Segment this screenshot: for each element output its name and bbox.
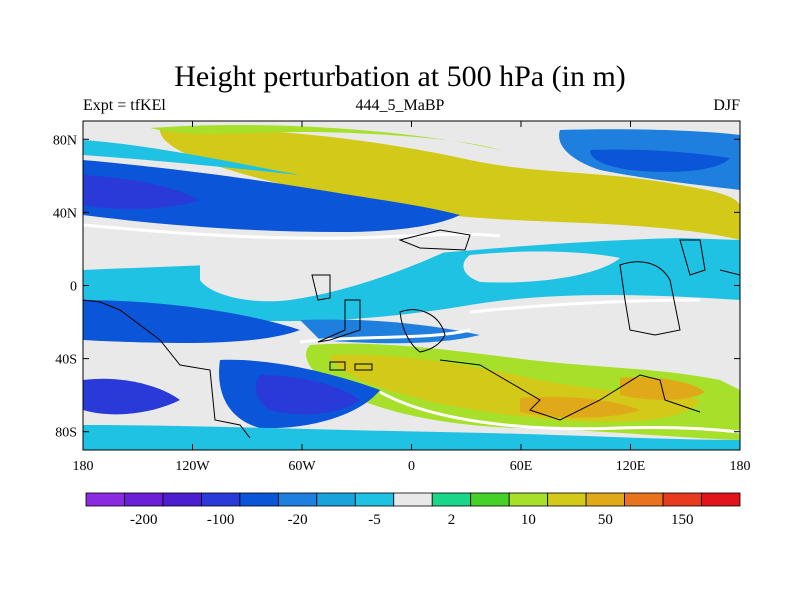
colorbar-label: -20 <box>288 512 308 528</box>
colorbar-swatch <box>585 492 625 507</box>
x-tick-label: 180 <box>730 459 751 474</box>
band-north-positive <box>160 129 740 240</box>
colorbar-swatch <box>662 492 702 507</box>
y-tick-label: 40N <box>53 206 77 221</box>
run-id-label: 444_5_MaBP <box>355 97 445 114</box>
band-north-west-negative <box>83 160 460 232</box>
x-tick-label: 60W <box>288 459 316 474</box>
colorbar-swatch <box>124 492 164 507</box>
colorbar-label: -200 <box>130 512 158 528</box>
y-tick-label: 80N <box>53 133 77 148</box>
colorbar-swatch <box>316 492 356 507</box>
zero-contour-line <box>83 223 740 434</box>
x-axis: 180 120W 60W 0 60E 120E 180 <box>73 121 751 474</box>
colorbar-swatch <box>85 492 125 507</box>
figure-title: Height perturbation at 500 hPa (in m) <box>174 60 626 93</box>
coast-island-2 <box>354 363 373 371</box>
season-label: DJF <box>713 97 740 114</box>
x-tick-label: 60E <box>510 459 533 474</box>
coast-pacific <box>679 239 706 276</box>
band-south-west-negative <box>83 300 300 343</box>
x-tick-label: 0 <box>408 459 415 474</box>
colorbar-swatch <box>162 492 202 507</box>
colorbar-label: 150 <box>671 512 694 528</box>
colorbar-label: 2 <box>448 512 456 528</box>
colorbar-swatch <box>701 492 741 507</box>
coast-asia <box>398 229 471 251</box>
coastlines <box>83 229 740 439</box>
coast-central <box>317 299 361 343</box>
coast-south-east <box>719 269 740 276</box>
colorbar-swatch <box>431 492 472 507</box>
y-tick-label: 0 <box>70 280 77 295</box>
coast-east-asia <box>619 261 681 336</box>
colorbar-swatch <box>508 492 549 507</box>
band-north-west-deep-negative <box>83 175 200 210</box>
colorbar-swatch <box>470 492 510 507</box>
colorbar-swatch <box>201 492 241 507</box>
band-north-east-deep-negative <box>590 149 730 172</box>
coast-island <box>329 361 346 371</box>
colorbar-swatch <box>277 492 318 507</box>
colorbar-label: 10 <box>521 512 536 528</box>
colorbar: -200 -100 -20 -5 2 10 50 150 <box>85 492 741 528</box>
coast-antarctica <box>83 299 701 439</box>
band-south-positive-orange <box>520 396 640 418</box>
colorbar-swatch <box>354 492 395 507</box>
experiment-label: Expt = tfKEl <box>83 97 166 114</box>
band-equator-east-grey <box>463 251 620 283</box>
colorbar-label: 50 <box>598 512 613 528</box>
y-tick-label: 40S <box>55 353 77 368</box>
coast-south-america <box>399 309 446 353</box>
band-north-west-cyan <box>83 140 300 175</box>
colorbar-swatch <box>547 492 587 507</box>
band-south-polar-cyan <box>83 425 740 450</box>
x-tick-label: 120E <box>616 459 646 474</box>
y-axis: 80N 40N 0 40S 80S <box>53 133 740 441</box>
colorbar-swatch <box>624 492 664 507</box>
x-tick-label: 180 <box>73 459 94 474</box>
colorbar-swatch <box>239 492 279 507</box>
colorbar-label: -5 <box>368 512 381 528</box>
coast-africa-west <box>311 274 331 301</box>
band-south-polar-deep-negative <box>255 375 360 415</box>
x-tick-label: 120W <box>175 459 210 474</box>
band-equator-grey <box>200 239 470 302</box>
contour-field <box>83 121 740 450</box>
band-south-west-deep-negative <box>83 378 180 415</box>
colorbar-label: -100 <box>207 512 235 528</box>
y-tick-label: 80S <box>55 426 77 441</box>
colorbar-swatch <box>393 492 433 507</box>
band-north-positive-green <box>150 124 500 150</box>
